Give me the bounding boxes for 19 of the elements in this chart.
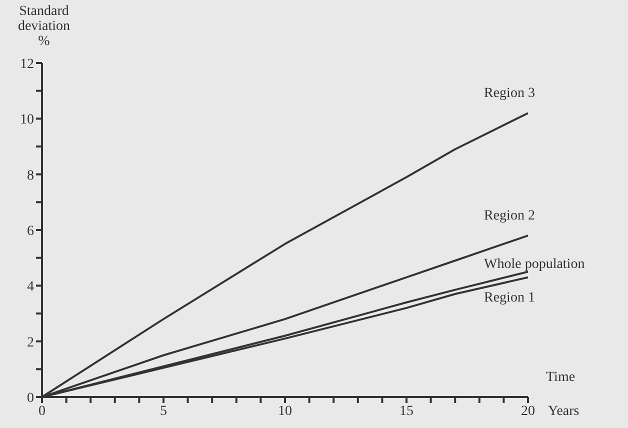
- x-axis-title: Time: [546, 370, 576, 386]
- series-label: Whole population: [484, 256, 585, 272]
- series-label: Region 2: [484, 208, 535, 224]
- y-tick-label: 4: [27, 280, 34, 295]
- text: Years: [548, 404, 580, 420]
- x-tick-label: 15: [400, 404, 414, 419]
- x-tick-label: 10: [278, 404, 292, 419]
- y-tick-label: 12: [20, 56, 34, 72]
- y-tick-label: 0: [27, 390, 34, 406]
- series-label: Region 3: [484, 86, 535, 102]
- y-tick-label: 2: [27, 335, 34, 350]
- x-tick-label: 5: [160, 404, 167, 419]
- y-tick-label: 8: [27, 168, 34, 184]
- series-label: Region 1: [484, 290, 535, 306]
- x-tick-label: 20: [521, 404, 535, 419]
- y-tick-label: 10: [20, 112, 34, 128]
- x-tick-label: 0: [38, 404, 46, 419]
- y-tick-label: 6: [27, 224, 34, 239]
- y-axis-title: Standard deviation %: [16, 4, 72, 49]
